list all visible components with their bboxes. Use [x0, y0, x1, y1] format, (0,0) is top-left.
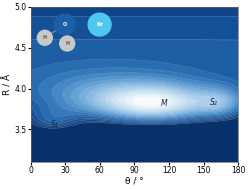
Text: S₁: S₁: [51, 120, 59, 129]
Y-axis label: R / Å: R / Å: [3, 74, 13, 95]
Text: Kr: Kr: [96, 22, 103, 27]
Text: S₂: S₂: [210, 98, 218, 107]
Text: H: H: [43, 35, 47, 40]
Text: O: O: [63, 22, 67, 27]
Text: M: M: [161, 99, 168, 108]
X-axis label: θ / °: θ / °: [125, 177, 144, 186]
Text: H: H: [65, 41, 69, 46]
